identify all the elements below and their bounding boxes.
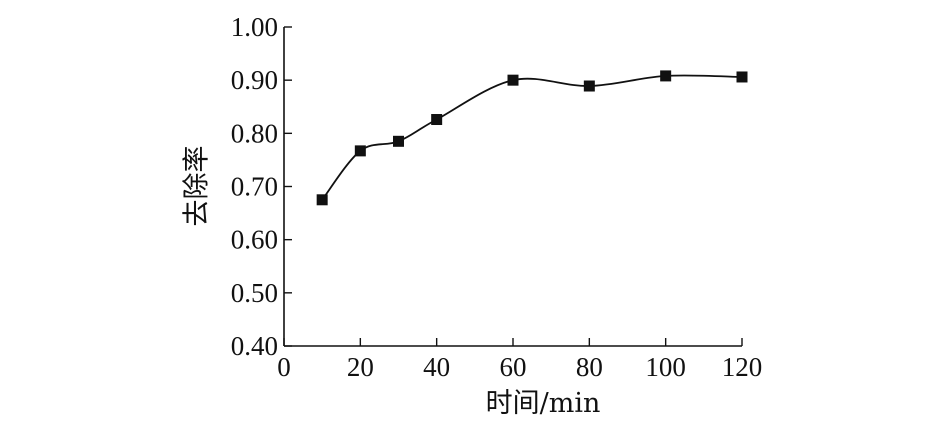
x-tick-label: 120 — [722, 352, 763, 382]
axes: 0.40 0.50 0.60 0.70 0.80 0.90 1.00 0 20 40 60 80 100… — [231, 12, 763, 382]
y-axis-title: 去除率 — [182, 146, 213, 227]
x-tick-label: 80 — [576, 352, 603, 382]
data-point-marker — [660, 70, 672, 82]
data-point-marker — [736, 71, 748, 83]
data-point-marker — [507, 74, 519, 86]
data-point-marker — [583, 80, 595, 92]
x-tick-label: 60 — [500, 352, 527, 382]
y-tick-label: 0.80 — [231, 118, 278, 148]
y-tick-label: 1.00 — [231, 12, 278, 42]
y-tick-label: 0.50 — [231, 278, 278, 308]
y-tick-label: 0.90 — [231, 65, 278, 95]
x-tick-label: 0 — [277, 352, 291, 382]
data-point-marker — [354, 145, 366, 157]
data-point-marker — [431, 114, 443, 126]
x-tick-label: 100 — [645, 352, 686, 382]
plot-area — [316, 70, 748, 206]
x-tick-label: 20 — [347, 352, 374, 382]
data-point-marker — [316, 194, 328, 206]
data-point-marker — [393, 135, 404, 147]
series-line — [321, 74, 743, 201]
y-tick-label: 0.70 — [231, 172, 278, 202]
y-tick-label: 0.40 — [231, 331, 278, 361]
y-tick-label: 0.60 — [231, 225, 278, 255]
x-axis-title: 时间/min — [486, 388, 601, 419]
x-tick-label: 40 — [423, 352, 450, 382]
